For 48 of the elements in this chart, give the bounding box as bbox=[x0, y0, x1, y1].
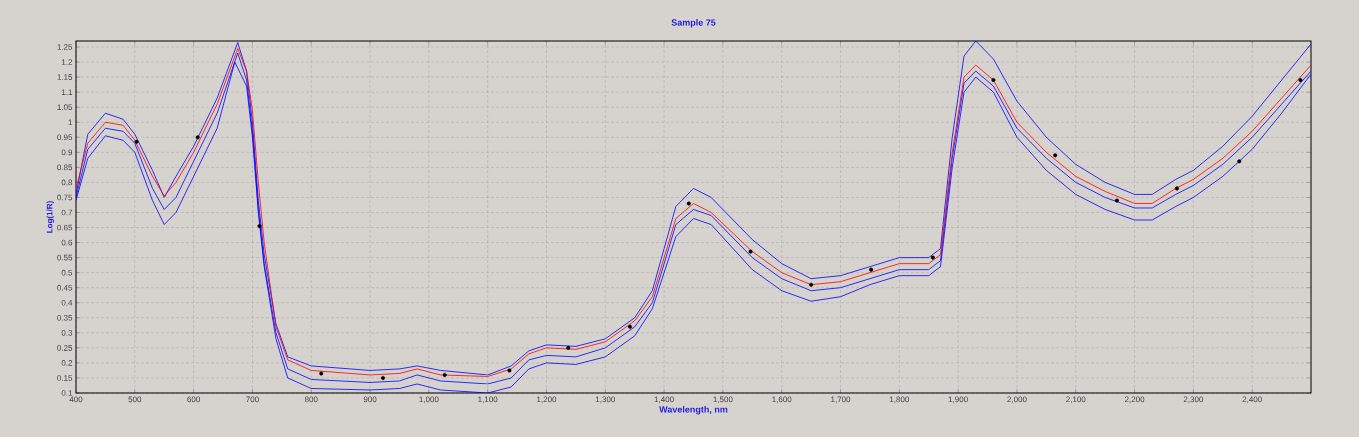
x-tick-label: 900 bbox=[363, 396, 377, 403]
y-tick-label: 0.15 bbox=[57, 375, 73, 381]
x-tick-label: 700 bbox=[246, 396, 259, 403]
y-tick-label: 1.1 bbox=[61, 89, 73, 95]
y-tick-label: 0.55 bbox=[57, 254, 73, 261]
x-tick-label: 2,300 bbox=[1183, 396, 1204, 404]
y-tick-label: 0.9 bbox=[61, 149, 73, 156]
y-tick-label: 0.5 bbox=[61, 269, 73, 276]
y-axis-title: Log(1/R) bbox=[46, 201, 55, 233]
y-tick-label: 0.45 bbox=[57, 284, 73, 291]
x-tick-label: 1,900 bbox=[948, 396, 968, 404]
x-tick-label: 1,100 bbox=[478, 396, 498, 404]
y-tick-label: 1.25 bbox=[57, 44, 73, 50]
x-tick-label: 1,200 bbox=[537, 396, 557, 404]
x-tick-label: 2,000 bbox=[1007, 396, 1027, 404]
chart-title: Sample 75 bbox=[671, 19, 716, 28]
x-tick-label: 500 bbox=[128, 396, 142, 403]
y-tick-label: 1.05 bbox=[57, 104, 73, 111]
y-tick-label: 0.8 bbox=[61, 179, 73, 186]
y-tick-label: 0.95 bbox=[57, 134, 73, 141]
x-tick-label: 600 bbox=[187, 396, 200, 403]
y-tick-label: 0.65 bbox=[57, 224, 73, 231]
y-tick-label: 1.2 bbox=[61, 59, 73, 65]
y-tick-label: 0.75 bbox=[57, 194, 73, 201]
y-tick-label: 0.6 bbox=[61, 239, 73, 246]
x-tick-label: 800 bbox=[304, 396, 318, 403]
y-tick-label: 0.85 bbox=[57, 164, 73, 171]
x-tick-label: 2,400 bbox=[1242, 396, 1262, 404]
x-tick-label: 1,400 bbox=[654, 396, 674, 404]
y-tick-label: 0.4 bbox=[61, 299, 73, 306]
x-axis-title: Wavelength, nm bbox=[659, 406, 728, 415]
y-tick-label: 0.35 bbox=[57, 314, 73, 321]
y-tick-label: 0.2 bbox=[61, 360, 73, 366]
x-tick-label: 2,200 bbox=[1124, 396, 1145, 404]
x-tick-label: 2,100 bbox=[1066, 396, 1086, 404]
y-tick-label: 0.3 bbox=[61, 330, 73, 336]
y-tick-label: 0.1 bbox=[61, 390, 73, 396]
y-tick-label: 1.15 bbox=[57, 74, 73, 80]
y-tick-label: 0.25 bbox=[57, 345, 73, 351]
x-tick-label: 1,500 bbox=[713, 396, 733, 404]
x-tick-label: 1,700 bbox=[831, 396, 851, 404]
x-tick-label: 1,600 bbox=[772, 396, 792, 404]
y-tick-label: 0.7 bbox=[61, 209, 73, 216]
x-tick-label: 400 bbox=[69, 396, 83, 403]
x-tick-label: 1,000 bbox=[419, 396, 439, 404]
x-tick-label: 1,300 bbox=[595, 396, 615, 404]
y-tick-label: 1 bbox=[68, 119, 73, 125]
x-tick-label: 1,800 bbox=[889, 396, 910, 404]
